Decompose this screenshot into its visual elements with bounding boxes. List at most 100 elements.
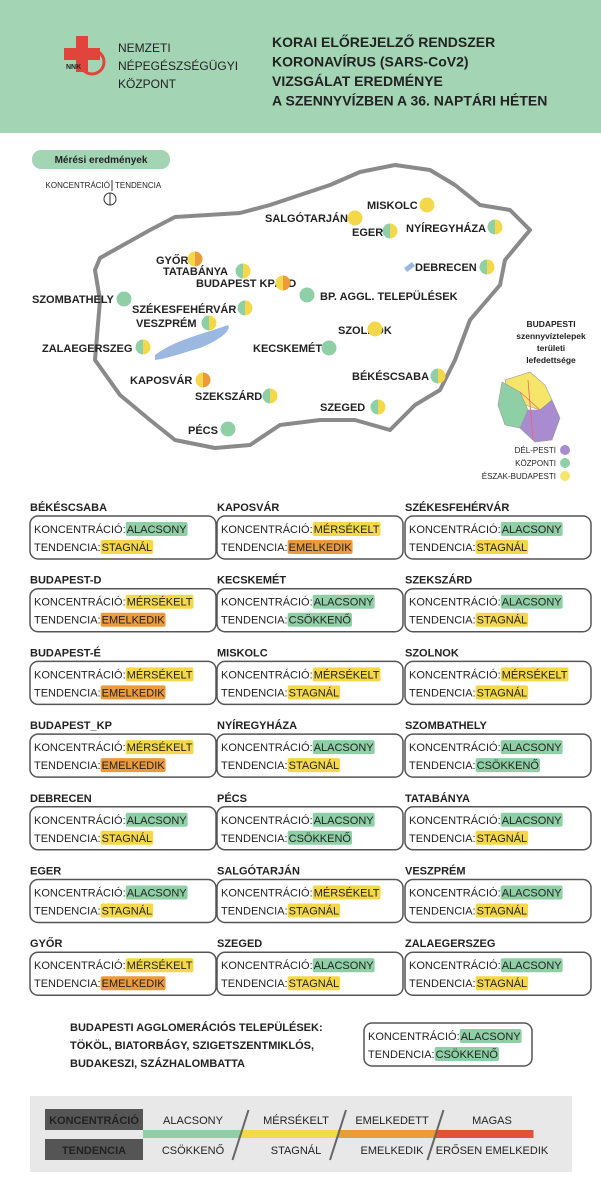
city-label: BUDAPEST KP/É/D <box>196 277 296 290</box>
card-label: TENDENCIA: <box>221 615 288 627</box>
legend-slash <box>231 1109 250 1161</box>
city-dot <box>367 321 375 337</box>
card-value: ALACSONY <box>502 524 563 536</box>
value-highlight <box>500 594 563 609</box>
card-value: CSÖKKENŐ <box>289 831 352 845</box>
card-name: NYÍREGYHÁZA <box>217 719 297 732</box>
card-name: SZÉKESFEHÉRVÁR <box>405 501 509 514</box>
legend-title: KONCENTRÁCIÓ <box>49 1114 139 1127</box>
legend-level: STAGNÁL <box>271 1144 322 1157</box>
card-label: KONCENTRÁCIÓ: <box>409 668 501 681</box>
card-value: ALACSONY <box>127 888 188 900</box>
card-name: VESZPRÉM <box>405 865 466 878</box>
legend-level: CSÖKKENŐ <box>162 1143 225 1157</box>
city-dot <box>195 372 203 388</box>
value-highlight <box>100 903 154 918</box>
card-value: STAGNÁL <box>477 977 528 990</box>
card-label: KONCENTRÁCIÓ: <box>368 1030 460 1043</box>
card-value: ALACSONY <box>314 960 375 972</box>
header-title: KORAI ELŐREJELZŐ RENDSZER <box>272 33 495 50</box>
card-label: KONCENTRÁCIÓ: <box>34 668 126 681</box>
card-label: TENDENCIA: <box>368 1049 435 1061</box>
value-highlight <box>100 976 166 991</box>
value-highlight <box>475 685 529 700</box>
legend-bar <box>435 1130 534 1138</box>
card-value: STAGNÁL <box>477 686 528 699</box>
legend-level: MAGAS <box>472 1115 512 1127</box>
legend-title-bg <box>45 1139 143 1160</box>
value-highlight <box>312 667 381 682</box>
card-value: STAGNÁL <box>289 905 340 918</box>
icon-label: TENDENCIA <box>115 181 162 190</box>
value-highlight <box>287 830 352 845</box>
value-highlight <box>125 958 194 973</box>
budapest-inset <box>497 371 561 443</box>
value-highlight <box>100 612 166 627</box>
city-label: DEBRECEN <box>415 262 477 274</box>
value-highlight <box>312 740 375 755</box>
value-highlight <box>125 885 188 900</box>
inset-swatch <box>560 445 570 455</box>
value-highlight <box>475 758 540 773</box>
city-dot <box>355 210 363 226</box>
card-label: TENDENCIA: <box>34 615 101 627</box>
card-name: GYŐR <box>30 937 62 950</box>
card-name: EGER <box>30 866 61 878</box>
card-label: KONCENTRÁCIÓ: <box>221 668 313 681</box>
card-value: MÉRSÉKELT <box>127 959 193 972</box>
card-value: MÉRSÉKELT <box>314 887 380 900</box>
city-dot <box>187 251 195 267</box>
value-highlight <box>100 685 166 700</box>
card-value: EMELKEDIK <box>102 978 166 990</box>
card-label: KONCENTRÁCIÓ: <box>409 887 501 900</box>
city-dot <box>283 275 291 291</box>
card-value: ALACSONY <box>461 1031 522 1043</box>
city-dot <box>245 300 253 316</box>
card-label: TENDENCIA: <box>409 615 476 627</box>
value-highlight <box>100 758 166 773</box>
card-value: MÉRSÉKELT <box>314 523 380 536</box>
city-label: SALGÓTARJÁN <box>265 212 348 225</box>
card-name: SZOLNOK <box>405 647 459 659</box>
value-highlight <box>475 830 529 845</box>
city-label: EGER <box>352 227 383 239</box>
card-name: BUDAPEST-É <box>30 646 101 659</box>
card-label: TENDENCIA: <box>221 542 288 554</box>
logo-text: KÖZPONT <box>118 77 177 91</box>
card-label: KONCENTRÁCIÓ: <box>34 523 126 536</box>
city-dot <box>307 287 315 303</box>
card-label: KONCENTRÁCIÓ: <box>34 959 126 972</box>
value-highlight <box>434 1047 499 1061</box>
city-dot <box>495 219 503 235</box>
card-label: TENDENCIA: <box>409 906 476 918</box>
value-highlight <box>312 885 381 900</box>
card-label: TENDENCIA: <box>221 833 288 845</box>
lake <box>404 262 415 272</box>
value-highlight <box>312 958 375 973</box>
card-value: STAGNÁL <box>477 905 528 918</box>
card-label: TENDENCIA: <box>221 760 288 772</box>
header-title: KORONAVÍRUS (SARS-CoV2) <box>272 54 469 70</box>
city-label: VESZPRÉM <box>136 317 197 330</box>
city-dot <box>243 263 251 279</box>
card-label: TENDENCIA: <box>221 906 288 918</box>
city-dot <box>143 339 151 355</box>
value-highlight <box>459 1029 522 1043</box>
city-label: GYŐR <box>156 254 188 267</box>
badge-bg <box>32 150 170 169</box>
card-label: KONCENTRÁCIÓ: <box>221 523 313 536</box>
value-highlight <box>475 976 529 991</box>
city-dot <box>347 210 355 226</box>
city-label: SZÉKESFEHÉRVÁR <box>132 303 236 316</box>
card-name: BUDAPEST-D <box>30 575 102 587</box>
city-dot <box>228 421 236 437</box>
card-label: KONCENTRÁCIÓ: <box>221 596 313 609</box>
city-dot <box>419 197 427 213</box>
city-dot <box>479 259 487 275</box>
header-title: A SZENNYVÍZBEN A 36. NAPTÁRI HÉTEN <box>272 93 547 109</box>
inset-swatch <box>560 471 570 481</box>
card-name: SALGÓTARJÁN <box>217 865 300 878</box>
legend-title-bg <box>45 1109 143 1130</box>
city-dot <box>382 223 390 239</box>
city-dot <box>237 300 245 316</box>
